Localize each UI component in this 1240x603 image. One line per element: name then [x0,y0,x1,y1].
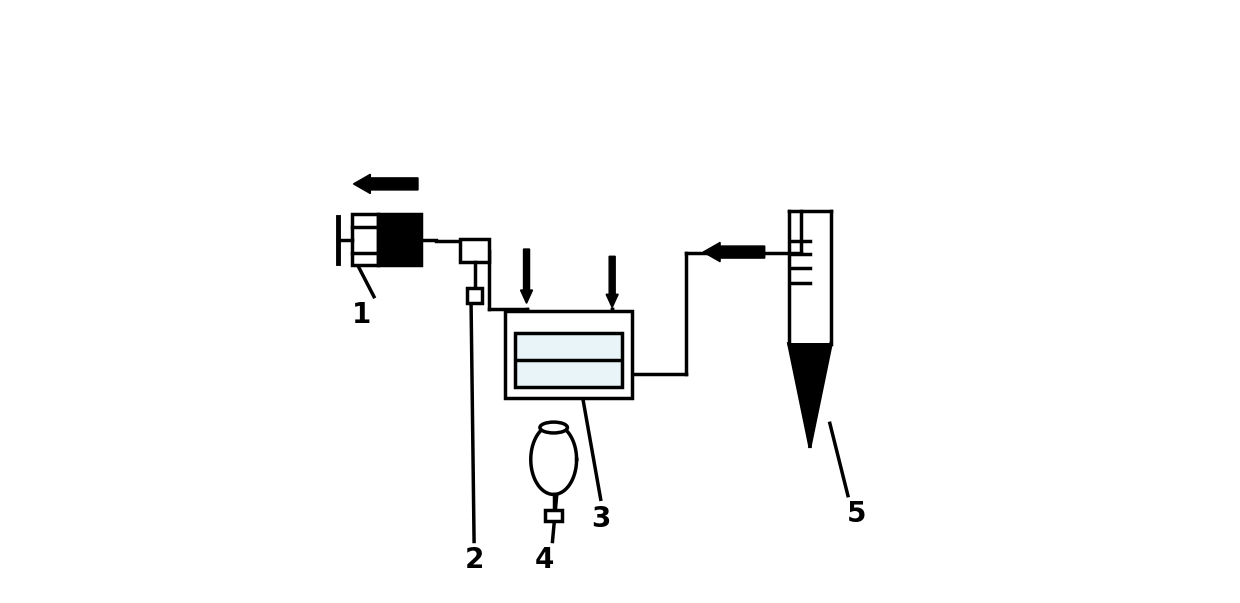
FancyArrow shape [521,249,532,303]
FancyArrow shape [353,174,418,194]
Bar [506,311,632,398]
Text: 3: 3 [591,505,610,532]
Bar [546,510,562,521]
Bar [467,288,482,303]
Text: 4: 4 [534,546,554,573]
Bar [352,214,378,265]
Polygon shape [789,344,831,446]
Text: 2: 2 [465,546,484,573]
Text: 5: 5 [847,500,866,528]
Bar [460,239,489,262]
Text: 1: 1 [352,301,372,329]
Bar [515,333,622,387]
FancyArrow shape [606,256,619,308]
FancyArrow shape [703,242,765,262]
Ellipse shape [539,422,568,433]
Bar [378,214,422,265]
